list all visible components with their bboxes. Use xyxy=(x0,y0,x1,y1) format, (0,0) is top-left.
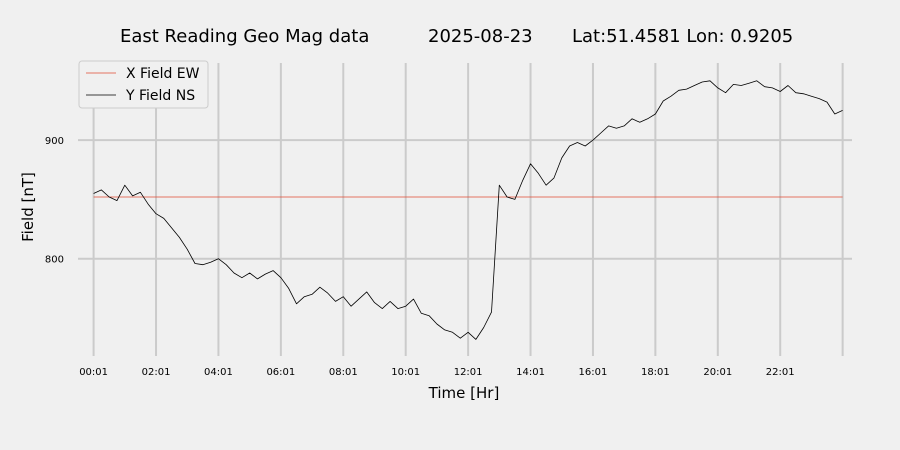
legend: X Field EW Y Field NS xyxy=(78,60,209,109)
series-layer xyxy=(93,80,843,340)
x-tick-label-7: 14:01 xyxy=(516,367,545,378)
x-tick-labels: 00:01 02:01 04:01 06:01 08:01 10:01 12:01 14:01… xyxy=(79,367,794,378)
y-tick-label-0: 800 xyxy=(45,255,64,266)
chart-title-location: Lat:51.4581 Lon: 0.9205 xyxy=(572,26,793,47)
legend-label-x-field: X Field EW xyxy=(126,66,200,82)
y-tick-labels: 800 900 xyxy=(45,136,64,266)
legend-label-y-field: Y Field NS xyxy=(125,88,195,104)
x-axis-label: Time [Hr] xyxy=(428,384,500,402)
chart-title-date: 2025-08-23 xyxy=(428,26,533,47)
x-tick-label-4: 08:01 xyxy=(329,367,358,378)
y-tick-label-1: 900 xyxy=(45,136,64,147)
y-axis-label: Field [nT] xyxy=(19,172,37,242)
x-tick-label-1: 02:01 xyxy=(142,367,171,378)
x-tick-label-10: 20:01 xyxy=(703,367,732,378)
x-tick-label-8: 16:01 xyxy=(579,367,608,378)
chart-title-name: East Reading Geo Mag data xyxy=(120,26,369,47)
x-tick-label-9: 18:01 xyxy=(641,367,670,378)
x-tick-label-11: 22:01 xyxy=(766,367,795,378)
x-tick-label-5: 10:01 xyxy=(391,367,420,378)
series-line-y-field-ns xyxy=(93,80,843,340)
x-tick-label-3: 06:01 xyxy=(266,367,295,378)
grid-layer xyxy=(78,63,852,356)
x-tick-label-6: 12:01 xyxy=(454,367,483,378)
x-tick-label-0: 00:01 xyxy=(79,367,108,378)
x-tick-label-2: 04:01 xyxy=(204,367,233,378)
